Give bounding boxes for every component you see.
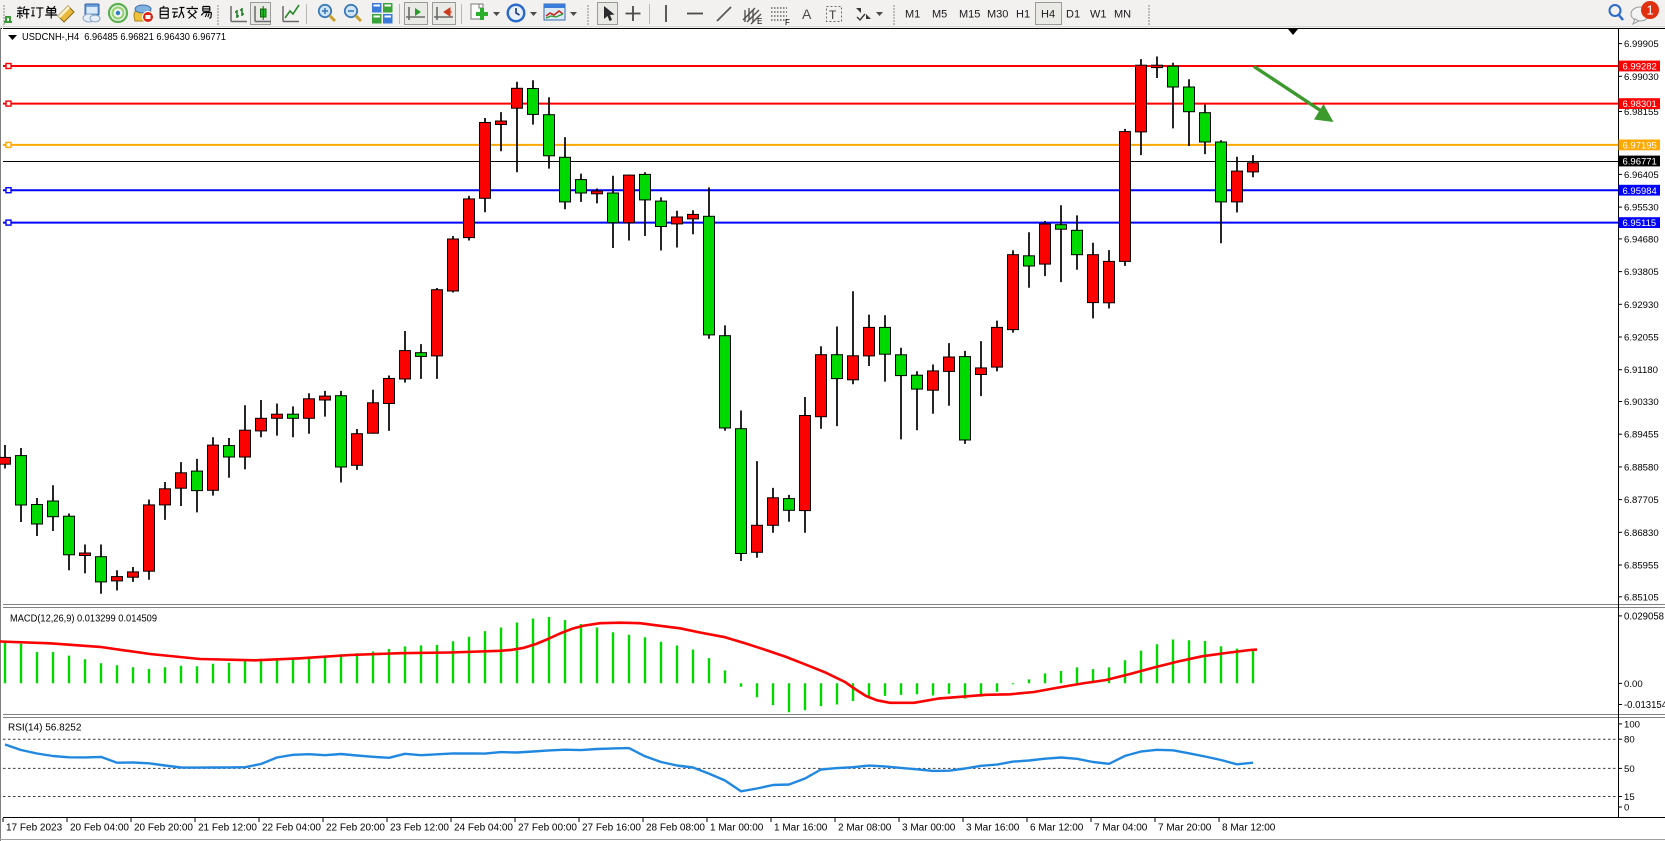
- svg-text:USDCNH-,H4 6.96485 6.96821 6.: USDCNH-,H4 6.96485 6.96821 6.96430 6.967…: [22, 32, 226, 43]
- svg-text:24 Feb 04:00: 24 Feb 04:00: [454, 823, 513, 834]
- svg-text:6.92055: 6.92055: [1624, 333, 1659, 344]
- svg-text:H4: H4: [1041, 9, 1055, 21]
- svg-text:17 Feb 2023: 17 Feb 2023: [6, 823, 63, 834]
- svg-text:6.85955: 6.85955: [1624, 561, 1659, 572]
- svg-text:6.96771: 6.96771: [1623, 157, 1657, 168]
- svg-text:50: 50: [1624, 764, 1635, 775]
- svg-text:M30: M30: [987, 9, 1008, 21]
- svg-text:6.95115: 6.95115: [1623, 218, 1657, 229]
- svg-text:0.00: 0.00: [1624, 679, 1643, 690]
- svg-text:6.93805: 6.93805: [1624, 267, 1659, 278]
- svg-text:20 Feb 04:00: 20 Feb 04:00: [70, 823, 129, 834]
- svg-text:1: 1: [1647, 3, 1654, 18]
- svg-text:MN: MN: [1114, 9, 1131, 21]
- svg-text:D1: D1: [1066, 9, 1080, 21]
- svg-text:6.98301: 6.98301: [1623, 99, 1657, 110]
- svg-text:6.94680: 6.94680: [1624, 234, 1659, 245]
- svg-text:F: F: [785, 18, 790, 27]
- svg-text:80: 80: [1624, 735, 1635, 746]
- svg-text:8 Mar 12:00: 8 Mar 12:00: [1222, 823, 1276, 834]
- svg-text:3 Mar 16:00: 3 Mar 16:00: [966, 823, 1020, 834]
- svg-text:23 Feb 12:00: 23 Feb 12:00: [390, 823, 449, 834]
- svg-text:22 Feb 04:00: 22 Feb 04:00: [262, 823, 321, 834]
- svg-text:6.88580: 6.88580: [1624, 462, 1659, 473]
- svg-text:7 Mar 04:00: 7 Mar 04:00: [1094, 823, 1148, 834]
- svg-text:6 Mar 12:00: 6 Mar 12:00: [1030, 823, 1084, 834]
- svg-text:6.95530: 6.95530: [1624, 203, 1659, 214]
- svg-text:MACD(12,26,9) 0.013299 0.01450: MACD(12,26,9) 0.013299 0.014509: [10, 614, 157, 625]
- svg-text:1 Mar 16:00: 1 Mar 16:00: [774, 823, 828, 834]
- svg-text:2 Mar 08:00: 2 Mar 08:00: [838, 823, 892, 834]
- svg-text:H1: H1: [1016, 9, 1030, 21]
- svg-text:6.92930: 6.92930: [1624, 300, 1659, 311]
- svg-text:1 Mar 00:00: 1 Mar 00:00: [710, 823, 764, 834]
- svg-text:6.91180: 6.91180: [1624, 365, 1658, 376]
- svg-text:6.85105: 6.85105: [1624, 592, 1659, 603]
- svg-text:6.99030: 6.99030: [1624, 72, 1659, 83]
- svg-text:6.89455: 6.89455: [1624, 430, 1659, 441]
- svg-text:15: 15: [1624, 792, 1635, 803]
- svg-text:W1: W1: [1090, 9, 1107, 21]
- svg-text:21 Feb 12:00: 21 Feb 12:00: [198, 823, 257, 834]
- svg-text:M1: M1: [905, 9, 920, 21]
- svg-text:6.86830: 6.86830: [1624, 528, 1659, 539]
- svg-text:6.99905: 6.99905: [1624, 39, 1659, 50]
- svg-text:27 Feb 16:00: 27 Feb 16:00: [582, 823, 641, 834]
- svg-text:T: T: [829, 8, 837, 22]
- svg-text:20 Feb 20:00: 20 Feb 20:00: [134, 823, 193, 834]
- svg-text:100: 100: [1624, 719, 1640, 730]
- svg-text:6.87705: 6.87705: [1624, 495, 1659, 506]
- svg-text:6.99282: 6.99282: [1623, 62, 1657, 73]
- svg-text:RSI(14) 56.8252: RSI(14) 56.8252: [8, 723, 82, 734]
- svg-text:3 Mar 00:00: 3 Mar 00:00: [902, 823, 956, 834]
- svg-text:M15: M15: [959, 9, 980, 21]
- svg-text:0.029058: 0.029058: [1624, 611, 1665, 622]
- svg-text:6.90330: 6.90330: [1624, 397, 1659, 408]
- svg-text:22 Feb 20:00: 22 Feb 20:00: [326, 823, 385, 834]
- svg-text:M5: M5: [932, 9, 947, 21]
- svg-text:6.96405: 6.96405: [1624, 170, 1659, 181]
- svg-text:27 Feb 00:00: 27 Feb 00:00: [518, 823, 577, 834]
- svg-text:6.95984: 6.95984: [1623, 186, 1657, 197]
- svg-text:7 Mar 20:00: 7 Mar 20:00: [1158, 823, 1212, 834]
- svg-text:6.97195: 6.97195: [1623, 141, 1657, 152]
- svg-text:0: 0: [1624, 803, 1629, 814]
- svg-text:28 Feb 08:00: 28 Feb 08:00: [646, 823, 705, 834]
- svg-text:-0.013154: -0.013154: [1624, 700, 1665, 711]
- svg-text:E: E: [757, 17, 762, 26]
- svg-text:6.98155: 6.98155: [1624, 107, 1659, 118]
- svg-text:A: A: [802, 6, 812, 22]
